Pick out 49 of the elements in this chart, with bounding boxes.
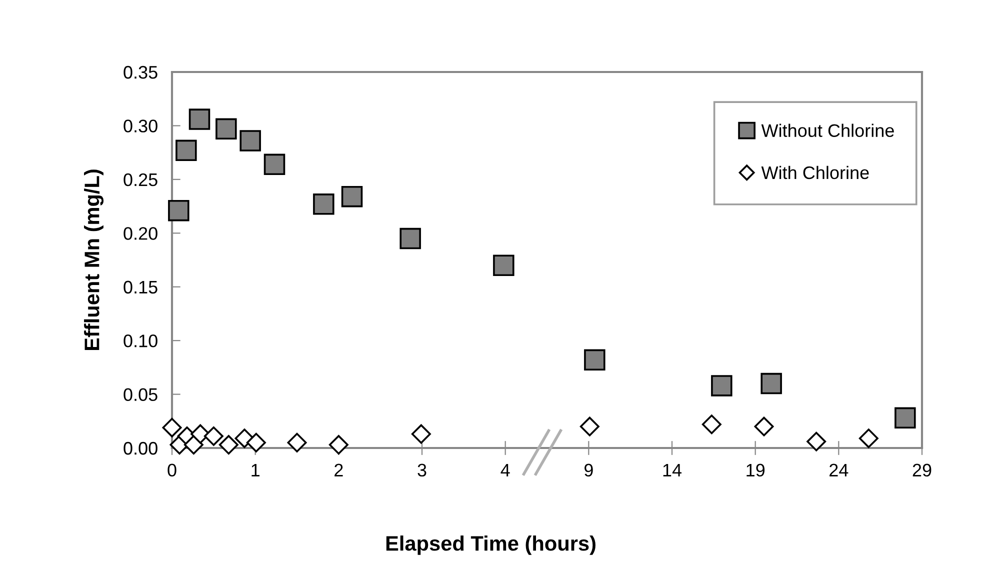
y-tick-label: 0.25 — [124, 173, 158, 186]
x-tick-label: 0 — [168, 464, 176, 477]
legend-label: With Chlorine — [761, 166, 869, 180]
point — [287, 432, 307, 452]
point — [584, 349, 606, 371]
y-axis-title: Effluent Mn (mg/L) — [84, 170, 104, 350]
point — [246, 432, 266, 452]
y-tick-label: 0.35 — [124, 66, 158, 79]
point — [702, 414, 722, 434]
point — [894, 407, 916, 429]
y-tick-label: 0.10 — [124, 334, 158, 348]
y-tick-label: 0.05 — [124, 388, 158, 402]
point — [313, 194, 334, 215]
point — [858, 428, 878, 448]
y-tick-label: 0.20 — [124, 227, 158, 240]
x-tick-label: 19 — [746, 464, 765, 477]
x-tick-label: 29 — [912, 464, 932, 477]
x-tick-label: 1 — [252, 464, 260, 476]
x-tick-label: 4 — [500, 464, 510, 476]
x-tick-label: 3 — [418, 464, 426, 477]
legend-label: Without Chlorine — [761, 124, 894, 138]
point — [204, 426, 224, 446]
point — [168, 200, 190, 222]
point — [760, 372, 782, 394]
x-tick-label: 14 — [663, 464, 682, 476]
y-tick-label: 0.15 — [124, 280, 158, 294]
point — [806, 432, 826, 452]
point — [240, 130, 261, 152]
point — [216, 118, 237, 140]
x-tick-label: 2 — [334, 464, 343, 476]
point — [184, 435, 204, 455]
point — [400, 228, 421, 250]
point — [493, 254, 514, 276]
x-tick-label: 9 — [584, 464, 593, 477]
point — [580, 416, 600, 436]
point — [162, 418, 182, 438]
x-axis-title: Elapsed Time (hours) — [386, 535, 596, 555]
x-tick-label: 24 — [830, 464, 848, 476]
y-tick-label: 0.00 — [124, 442, 158, 455]
point — [328, 435, 348, 455]
point — [411, 424, 431, 444]
point — [218, 435, 238, 455]
point — [711, 375, 732, 396]
point — [176, 140, 197, 162]
point — [264, 154, 286, 176]
point — [754, 416, 774, 436]
point — [188, 108, 210, 130]
y-tick-label: 0.30 — [124, 120, 158, 132]
point — [341, 186, 363, 208]
